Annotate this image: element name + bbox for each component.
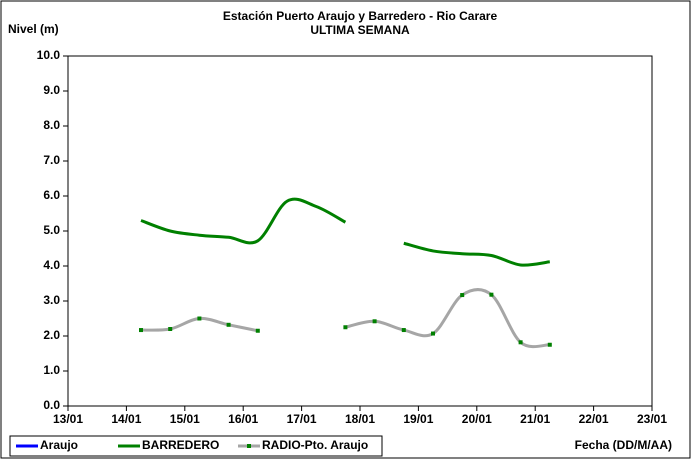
y-tick-label: 2.0 (43, 328, 60, 342)
x-tick-label: 14/01 (111, 412, 141, 426)
plot-area (67, 55, 653, 407)
y-tick-label: 0.0 (43, 398, 60, 412)
data-point (168, 327, 173, 331)
y-tick-label: 7.0 (43, 153, 60, 167)
chart-subtitle: ULTIMA SEMANA (310, 23, 410, 37)
x-tick-label: 13/01 (53, 412, 83, 426)
data-point (343, 325, 348, 330)
y-tick-label: 5.0 (43, 223, 60, 237)
x-tick-label: 22/01 (579, 412, 609, 426)
x-tick-label: 21/01 (520, 412, 550, 426)
data-point (197, 316, 202, 321)
data-point (401, 328, 406, 333)
chart-title: Estación Puerto Araujo y Barredero - Rio… (223, 9, 498, 23)
legend-label: BARREDERO (142, 438, 219, 452)
legend-label: Araujo (40, 438, 78, 452)
data-point (226, 322, 231, 327)
x-tick-label: 19/01 (403, 412, 433, 426)
x-tick-label: 23/01 (637, 412, 667, 426)
data-point (431, 331, 435, 336)
y-tick-label: 6.0 (43, 188, 60, 202)
y-tick-label: 9.0 (43, 83, 60, 97)
data-point (255, 328, 260, 333)
series-line (140, 197, 551, 267)
y-tick-label: 3.0 (43, 293, 60, 307)
x-tick-label: 15/01 (170, 412, 200, 426)
data-point (547, 342, 552, 347)
x-tick-label: 18/01 (345, 412, 375, 426)
x-tick-label: 17/01 (287, 412, 317, 426)
y-tick-label: 8.0 (43, 118, 60, 132)
x-tick-label: 20/01 (462, 412, 492, 426)
y-tick-label: 10.0 (37, 48, 61, 62)
data-point (372, 319, 377, 324)
data-point (489, 292, 494, 297)
data-point (518, 340, 523, 345)
y-tick-label: 1.0 (43, 363, 60, 377)
data-point (139, 328, 143, 333)
y-tick-label: 4.0 (43, 258, 60, 272)
data-point (460, 293, 465, 298)
x-axis-label: Fecha (DD/M/AA) (575, 438, 672, 452)
x-tick-label: 16/01 (228, 412, 258, 426)
legend-label: RADIO-Pto. Araujo (262, 438, 368, 452)
legend-marker (247, 444, 251, 448)
y-axis-label: Nivel (m) (8, 22, 59, 36)
legend-box (9, 435, 383, 457)
